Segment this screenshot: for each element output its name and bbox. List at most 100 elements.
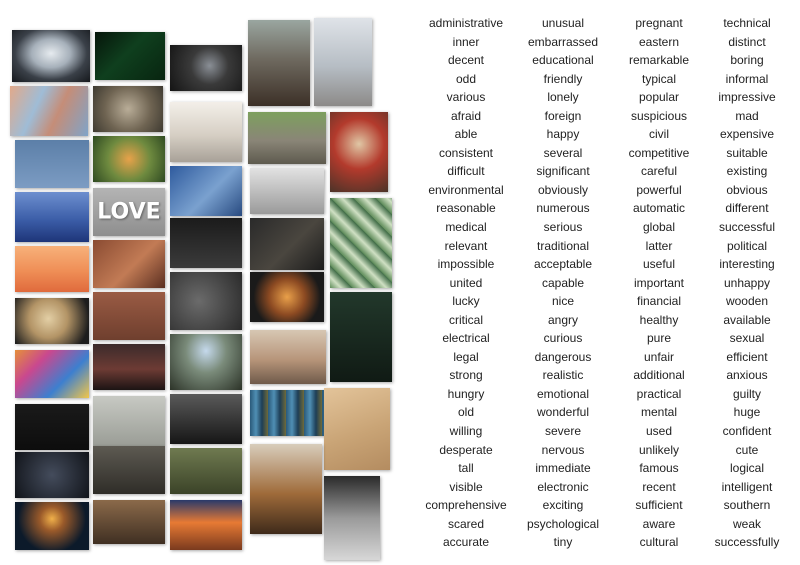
- word-item: successfully: [714, 535, 780, 550]
- image-fireworks-silhouette: [15, 502, 89, 550]
- word-item: severe: [544, 424, 582, 439]
- word-item: weak: [732, 516, 761, 531]
- word-item: unfair: [643, 349, 675, 364]
- word-item: decent: [447, 53, 485, 68]
- word-item: aware: [642, 516, 676, 531]
- word-item: latter: [645, 238, 673, 253]
- word-item: remarkable: [628, 53, 690, 68]
- word-item: lucky: [452, 294, 480, 309]
- image-goose-with-glasses: [170, 448, 242, 494]
- word-item: sufficient: [635, 498, 683, 513]
- word-item: confident: [722, 424, 772, 439]
- word-item: tiny: [553, 535, 573, 550]
- word-item: different: [725, 201, 769, 216]
- image-green-leaves-pattern: [330, 198, 392, 288]
- word-item: educational: [532, 53, 594, 68]
- word-item: nice: [551, 294, 574, 309]
- word-item: united: [449, 275, 483, 290]
- word-item: visible: [449, 479, 483, 494]
- image-palm-trees-grey: [250, 168, 324, 214]
- word-item: careful: [640, 164, 678, 179]
- word-item: used: [645, 424, 673, 439]
- word-item: obviously: [537, 182, 589, 197]
- word-item: sexual: [729, 331, 765, 346]
- image-apples-dessert-jar: [330, 112, 388, 192]
- word-item: desperate: [439, 442, 493, 457]
- word-item: guilty: [732, 386, 761, 401]
- word-item: efficient: [726, 349, 768, 364]
- word-item: capable: [541, 275, 585, 290]
- word-item: intelligent: [721, 479, 773, 494]
- word-item: accurate: [442, 535, 490, 550]
- word-item: unhappy: [723, 275, 771, 290]
- image-desert-dunes: [324, 388, 390, 470]
- word-item: global: [642, 220, 676, 235]
- word-item: typical: [641, 71, 676, 86]
- image-astronaut-hat-guitar: [93, 446, 165, 494]
- word-item: legal: [453, 349, 479, 364]
- word-item: foreign: [544, 108, 582, 123]
- word-item: logical: [729, 461, 765, 476]
- image-bare-feet-bed: [93, 292, 165, 340]
- word-item: emotional: [536, 386, 590, 401]
- word-item: southern: [723, 498, 771, 513]
- word-item: important: [633, 275, 685, 290]
- image-hand-dandelion-blue: [170, 166, 242, 216]
- word-item: existing: [726, 164, 768, 179]
- image-camera-photographer: [170, 45, 242, 91]
- word-item: technical: [723, 16, 771, 30]
- word-item: impossible: [437, 257, 495, 272]
- word-item: administrative: [428, 16, 504, 30]
- word-item: eastern: [638, 34, 680, 49]
- image-star-trails: [15, 452, 89, 498]
- word-item: relevant: [444, 238, 488, 253]
- word-item: healthy: [639, 312, 679, 327]
- image-death-sign-book: [250, 218, 324, 270]
- word-item: difficult: [447, 164, 485, 179]
- word-item: tall: [458, 461, 474, 476]
- word-item: additional: [633, 368, 685, 383]
- image-tunnel-skylight: [12, 30, 90, 82]
- word-item: nervous: [541, 442, 585, 457]
- image-dog-paw-in-hand: [93, 240, 165, 288]
- word-item: competitive: [628, 145, 690, 160]
- word-item: civil: [649, 127, 669, 142]
- image-dark-night-window: [15, 404, 89, 450]
- word-item: old: [457, 405, 474, 420]
- image-skateboarder-red-jacket: [314, 18, 372, 106]
- image-concert-crowd-phones: [93, 344, 165, 390]
- image-blue-mountain-mist: [15, 192, 89, 242]
- image-person-in-field: [250, 444, 322, 534]
- word-item: pregnant: [635, 16, 683, 30]
- word-item: electronic: [537, 479, 589, 494]
- word-item: critical: [448, 312, 483, 327]
- word-item: curious: [543, 331, 583, 346]
- word-item: dangerous: [534, 349, 592, 364]
- word-item: available: [723, 312, 771, 327]
- word-item: traditional: [536, 238, 590, 253]
- word-item: anxious: [726, 368, 768, 383]
- word-item: impressive: [718, 90, 776, 105]
- image-abstract-paint-blue-orange: [10, 86, 88, 136]
- word-item: able: [454, 127, 478, 142]
- word-item: mental: [640, 405, 678, 420]
- word-item: practical: [636, 386, 682, 401]
- love-sign-text: LOVE: [97, 199, 161, 225]
- word-item: famous: [639, 461, 679, 476]
- image-cat-and-dog-playing: [93, 396, 165, 446]
- word-item: acceptable: [533, 257, 593, 272]
- word-item: numerous: [536, 201, 590, 216]
- word-item: electrical: [442, 331, 490, 346]
- word-item: cute: [735, 442, 759, 457]
- word-item: several: [543, 145, 583, 160]
- word-item: wonderful: [536, 405, 590, 420]
- image-woman-headscarf-portrait: [250, 330, 326, 384]
- image-sheep-face: [93, 86, 163, 132]
- word-item: various: [446, 90, 486, 105]
- word-item: financial: [636, 294, 682, 309]
- word-item: lonely: [547, 90, 579, 105]
- word-item: immediate: [535, 461, 591, 476]
- image-swirling-water-bw: [324, 476, 380, 560]
- image-hand-dark-green: [330, 292, 392, 382]
- word-item: powerful: [636, 182, 682, 197]
